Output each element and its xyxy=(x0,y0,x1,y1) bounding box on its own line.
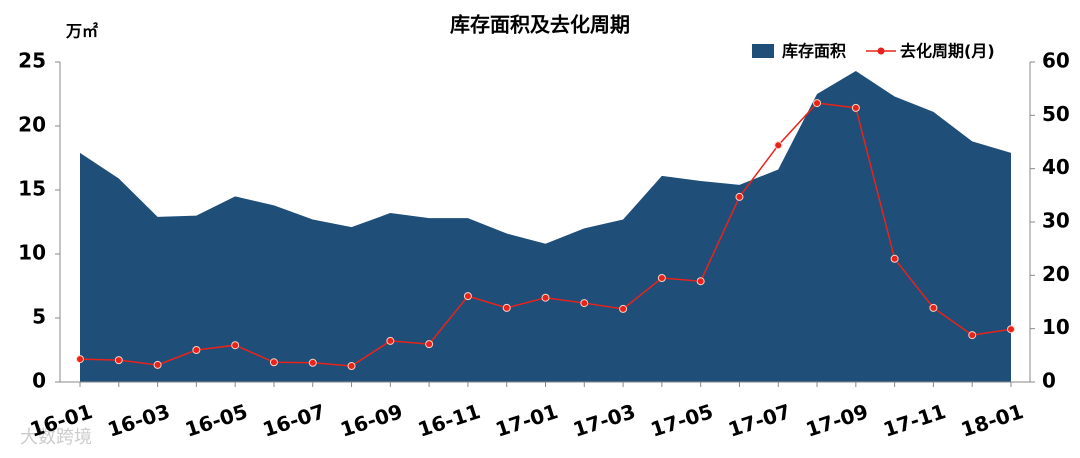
line-point xyxy=(851,103,860,112)
x-tick-label: 17-07 xyxy=(725,399,793,442)
y2-tick-label: 60 xyxy=(1042,49,1070,73)
line-point xyxy=(735,192,744,201)
y2-tick-label: 40 xyxy=(1042,155,1070,179)
y-tick-label: 10 xyxy=(18,241,46,265)
y-axis-label: 万㎡ xyxy=(65,22,98,41)
line-point xyxy=(192,346,201,354)
y2-tick-label: 0 xyxy=(1042,369,1056,393)
line-point xyxy=(619,304,628,313)
y2-tick-label: 50 xyxy=(1042,102,1070,126)
x-tick-label: 17-09 xyxy=(803,399,871,442)
legend-label: 去化周期(月) xyxy=(900,42,995,61)
y-tick-label: 15 xyxy=(18,177,46,201)
area xyxy=(80,70,1011,383)
line-point xyxy=(696,277,705,286)
line-point xyxy=(153,360,162,369)
y-tick-label: 0 xyxy=(32,369,46,393)
y2-tick-label: 20 xyxy=(1042,262,1070,286)
line-point xyxy=(231,341,240,350)
x-tick-label: 16-11 xyxy=(415,399,483,442)
legend-swatch xyxy=(877,47,885,55)
x-tick-label: 16-03 xyxy=(105,399,173,442)
x-tick-label: 17-11 xyxy=(880,399,948,442)
line-point xyxy=(929,303,938,312)
line-point xyxy=(657,274,666,282)
line-point xyxy=(463,292,472,301)
y-tick-label: 25 xyxy=(18,49,46,73)
line-point xyxy=(774,141,783,150)
x-tick-label: 16-07 xyxy=(260,399,328,442)
y-tick-label: 20 xyxy=(18,113,46,137)
line-point xyxy=(114,356,123,365)
chart-title: 库存面积及去化周期 xyxy=(450,13,630,37)
line-point xyxy=(890,254,899,263)
y2-tick-label: 30 xyxy=(1042,209,1070,233)
watermark: 大数跨境 xyxy=(20,427,92,448)
line-point xyxy=(580,299,589,308)
line-point xyxy=(541,293,550,302)
y2-tick-label: 10 xyxy=(1042,315,1070,339)
x-tick-label: 17-01 xyxy=(492,399,560,442)
x-tick-label: 16-09 xyxy=(337,399,405,442)
x-tick-label: 18-01 xyxy=(958,399,1026,442)
line-point xyxy=(813,99,822,108)
line-point xyxy=(347,362,356,370)
line-point xyxy=(386,336,395,345)
line-point xyxy=(1007,325,1015,334)
legend-label: 库存面积 xyxy=(782,42,846,61)
legend-swatch xyxy=(752,44,774,58)
x-tick-label: 16-05 xyxy=(182,399,250,442)
line-point xyxy=(502,303,511,312)
line-point xyxy=(76,355,84,364)
line-point xyxy=(968,331,977,340)
x-tick-label: 17-05 xyxy=(648,399,716,442)
x-tick-label: 17-03 xyxy=(570,399,638,442)
line-point xyxy=(308,358,317,367)
line-point xyxy=(425,340,434,349)
line-point xyxy=(269,358,278,367)
y-tick-label: 5 xyxy=(32,305,46,329)
